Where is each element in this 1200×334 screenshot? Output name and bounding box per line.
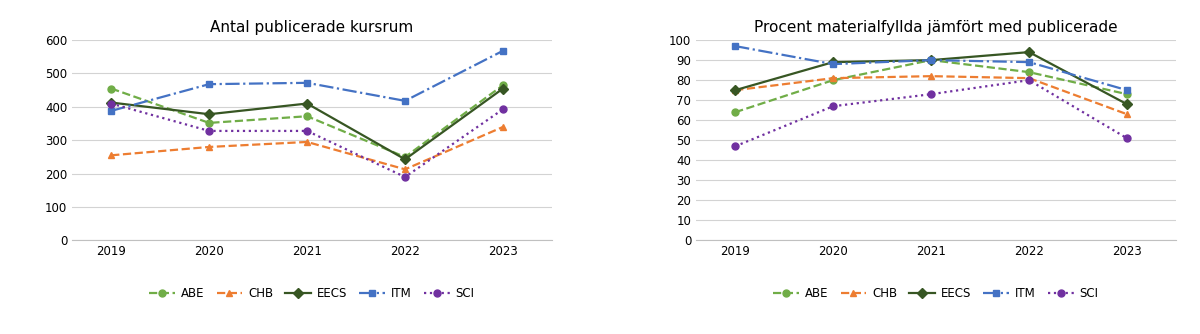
- Legend: ABE, CHB, EECS, ITM, SCI: ABE, CHB, EECS, ITM, SCI: [769, 283, 1103, 305]
- Title: Procent materialfyllda jämfört med publicerade: Procent materialfyllda jämfört med publi…: [754, 20, 1118, 35]
- Legend: ABE, CHB, EECS, ITM, SCI: ABE, CHB, EECS, ITM, SCI: [145, 283, 479, 305]
- Title: Antal publicerade kursrum: Antal publicerade kursrum: [210, 20, 414, 35]
